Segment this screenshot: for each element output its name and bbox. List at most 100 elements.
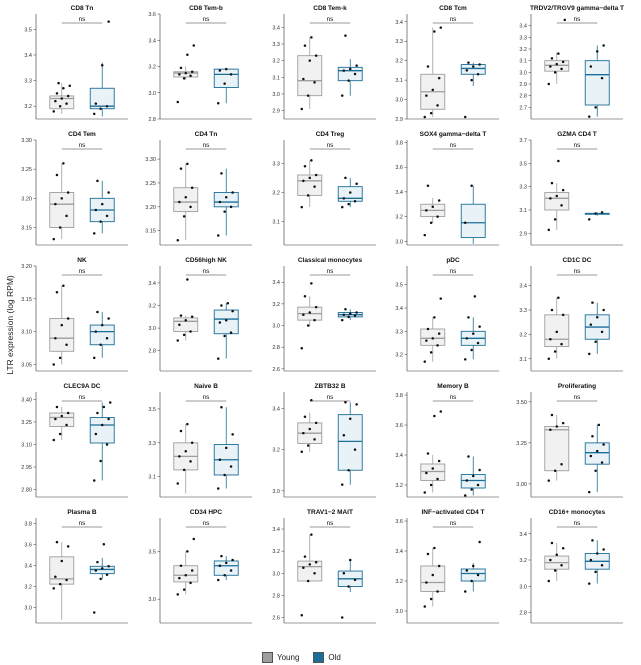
data-point bbox=[223, 473, 226, 477]
data-point bbox=[478, 540, 481, 544]
data-point bbox=[58, 432, 62, 436]
data-point bbox=[595, 316, 599, 319]
data-point bbox=[602, 308, 605, 312]
y-tick-label: 3.4 bbox=[519, 532, 527, 538]
data-point bbox=[555, 425, 559, 428]
data-point bbox=[463, 358, 467, 361]
data-point bbox=[192, 537, 196, 541]
data-point bbox=[96, 310, 99, 314]
data-point bbox=[436, 477, 439, 481]
data-point bbox=[220, 172, 223, 175]
y-tick-label: 3.15 bbox=[145, 229, 156, 235]
data-point bbox=[107, 417, 110, 421]
panel-title: CD8 Tem-b bbox=[189, 5, 223, 12]
data-point bbox=[348, 67, 352, 71]
significance-label: ns bbox=[574, 520, 582, 527]
data-point bbox=[547, 357, 551, 361]
data-point bbox=[425, 339, 428, 342]
data-point bbox=[308, 311, 312, 314]
y-tick-label: 2.8 bbox=[148, 349, 156, 355]
data-point bbox=[102, 543, 106, 546]
panel-title: CD4 Treg bbox=[316, 131, 345, 138]
data-point bbox=[189, 460, 192, 463]
box-old bbox=[89, 324, 115, 346]
y-tick-label: 3.15 bbox=[21, 226, 32, 232]
data-point bbox=[99, 343, 102, 346]
data-point bbox=[465, 69, 469, 72]
data-point bbox=[303, 555, 307, 558]
data-point bbox=[310, 533, 313, 536]
box-young bbox=[173, 71, 199, 78]
data-point bbox=[60, 197, 64, 200]
data-point bbox=[52, 438, 56, 442]
y-tick-label: 3.8 bbox=[24, 521, 32, 527]
box-young bbox=[49, 318, 75, 352]
data-point bbox=[308, 59, 312, 62]
panel-title: CLEC9A DC bbox=[64, 383, 101, 390]
y-axis-label: LTR expression (log RPM) bbox=[5, 275, 15, 375]
data-point bbox=[223, 210, 226, 213]
data-point bbox=[224, 318, 228, 322]
data-point bbox=[550, 308, 554, 312]
data-point bbox=[547, 579, 551, 583]
data-point bbox=[314, 54, 318, 57]
data-point bbox=[105, 336, 109, 340]
significance-label: ns bbox=[450, 142, 458, 149]
data-point bbox=[68, 84, 72, 87]
data-point bbox=[555, 553, 559, 556]
data-point bbox=[92, 112, 96, 116]
panel-title: Proliferating bbox=[558, 383, 596, 390]
data-point bbox=[426, 552, 430, 556]
panel-7: CD4 Tn 3.15 3.20 3.25 3.30 ns bbox=[145, 131, 252, 246]
data-point bbox=[602, 443, 605, 446]
y-tick-label: 3.4 bbox=[272, 25, 280, 31]
data-point bbox=[471, 65, 475, 68]
legend-label-old: Old bbox=[328, 652, 341, 662]
data-point bbox=[102, 405, 106, 409]
panel-title: CD34 HPC bbox=[190, 509, 222, 516]
data-point bbox=[602, 548, 605, 551]
y-tick-label: 3.6 bbox=[395, 519, 403, 525]
data-point bbox=[313, 438, 316, 441]
data-point bbox=[94, 208, 98, 212]
data-point bbox=[437, 564, 441, 568]
data-point bbox=[342, 197, 346, 200]
data-point bbox=[478, 468, 481, 472]
significance-label: ns bbox=[574, 394, 582, 401]
data-point bbox=[471, 332, 475, 335]
box-old bbox=[584, 442, 610, 465]
data-point bbox=[107, 565, 110, 568]
data-point bbox=[353, 72, 357, 76]
y-tick-label: 3.0 bbox=[395, 239, 403, 245]
data-point bbox=[308, 176, 312, 180]
y-tick-label: 3.0 bbox=[272, 324, 280, 330]
data-point bbox=[550, 541, 554, 545]
data-point bbox=[218, 200, 222, 204]
data-point bbox=[553, 218, 557, 221]
panel-title: Plasma B bbox=[67, 509, 97, 516]
data-point bbox=[65, 423, 68, 427]
data-point bbox=[476, 73, 480, 76]
data-point bbox=[66, 411, 70, 415]
data-point bbox=[176, 339, 180, 342]
data-point bbox=[94, 330, 98, 333]
y-tick-label: 3.5 bbox=[148, 549, 156, 555]
y-tick-label: 2.7 bbox=[519, 105, 527, 111]
y-tick-label: 3.0 bbox=[395, 609, 403, 615]
panel-17: Naive B 3.1 3.3 3.5 ns bbox=[148, 383, 252, 498]
box-old bbox=[213, 68, 239, 88]
y-tick-label: 3.20 bbox=[145, 205, 156, 211]
data-point bbox=[595, 552, 599, 555]
data-point bbox=[467, 61, 470, 64]
data-point bbox=[92, 356, 96, 360]
data-point bbox=[597, 423, 601, 427]
data-point bbox=[425, 581, 428, 584]
data-point bbox=[229, 465, 233, 468]
y-tick-label: 3.3 bbox=[519, 308, 527, 314]
data-point bbox=[429, 597, 433, 601]
data-point bbox=[302, 179, 305, 183]
panel-13: Classical monocytes 2.6 2.8 3.0 3.2 3.4 ns bbox=[272, 257, 376, 373]
data-point bbox=[313, 81, 316, 84]
data-point bbox=[467, 316, 470, 319]
y-tick-label: 3.25 bbox=[145, 181, 156, 187]
